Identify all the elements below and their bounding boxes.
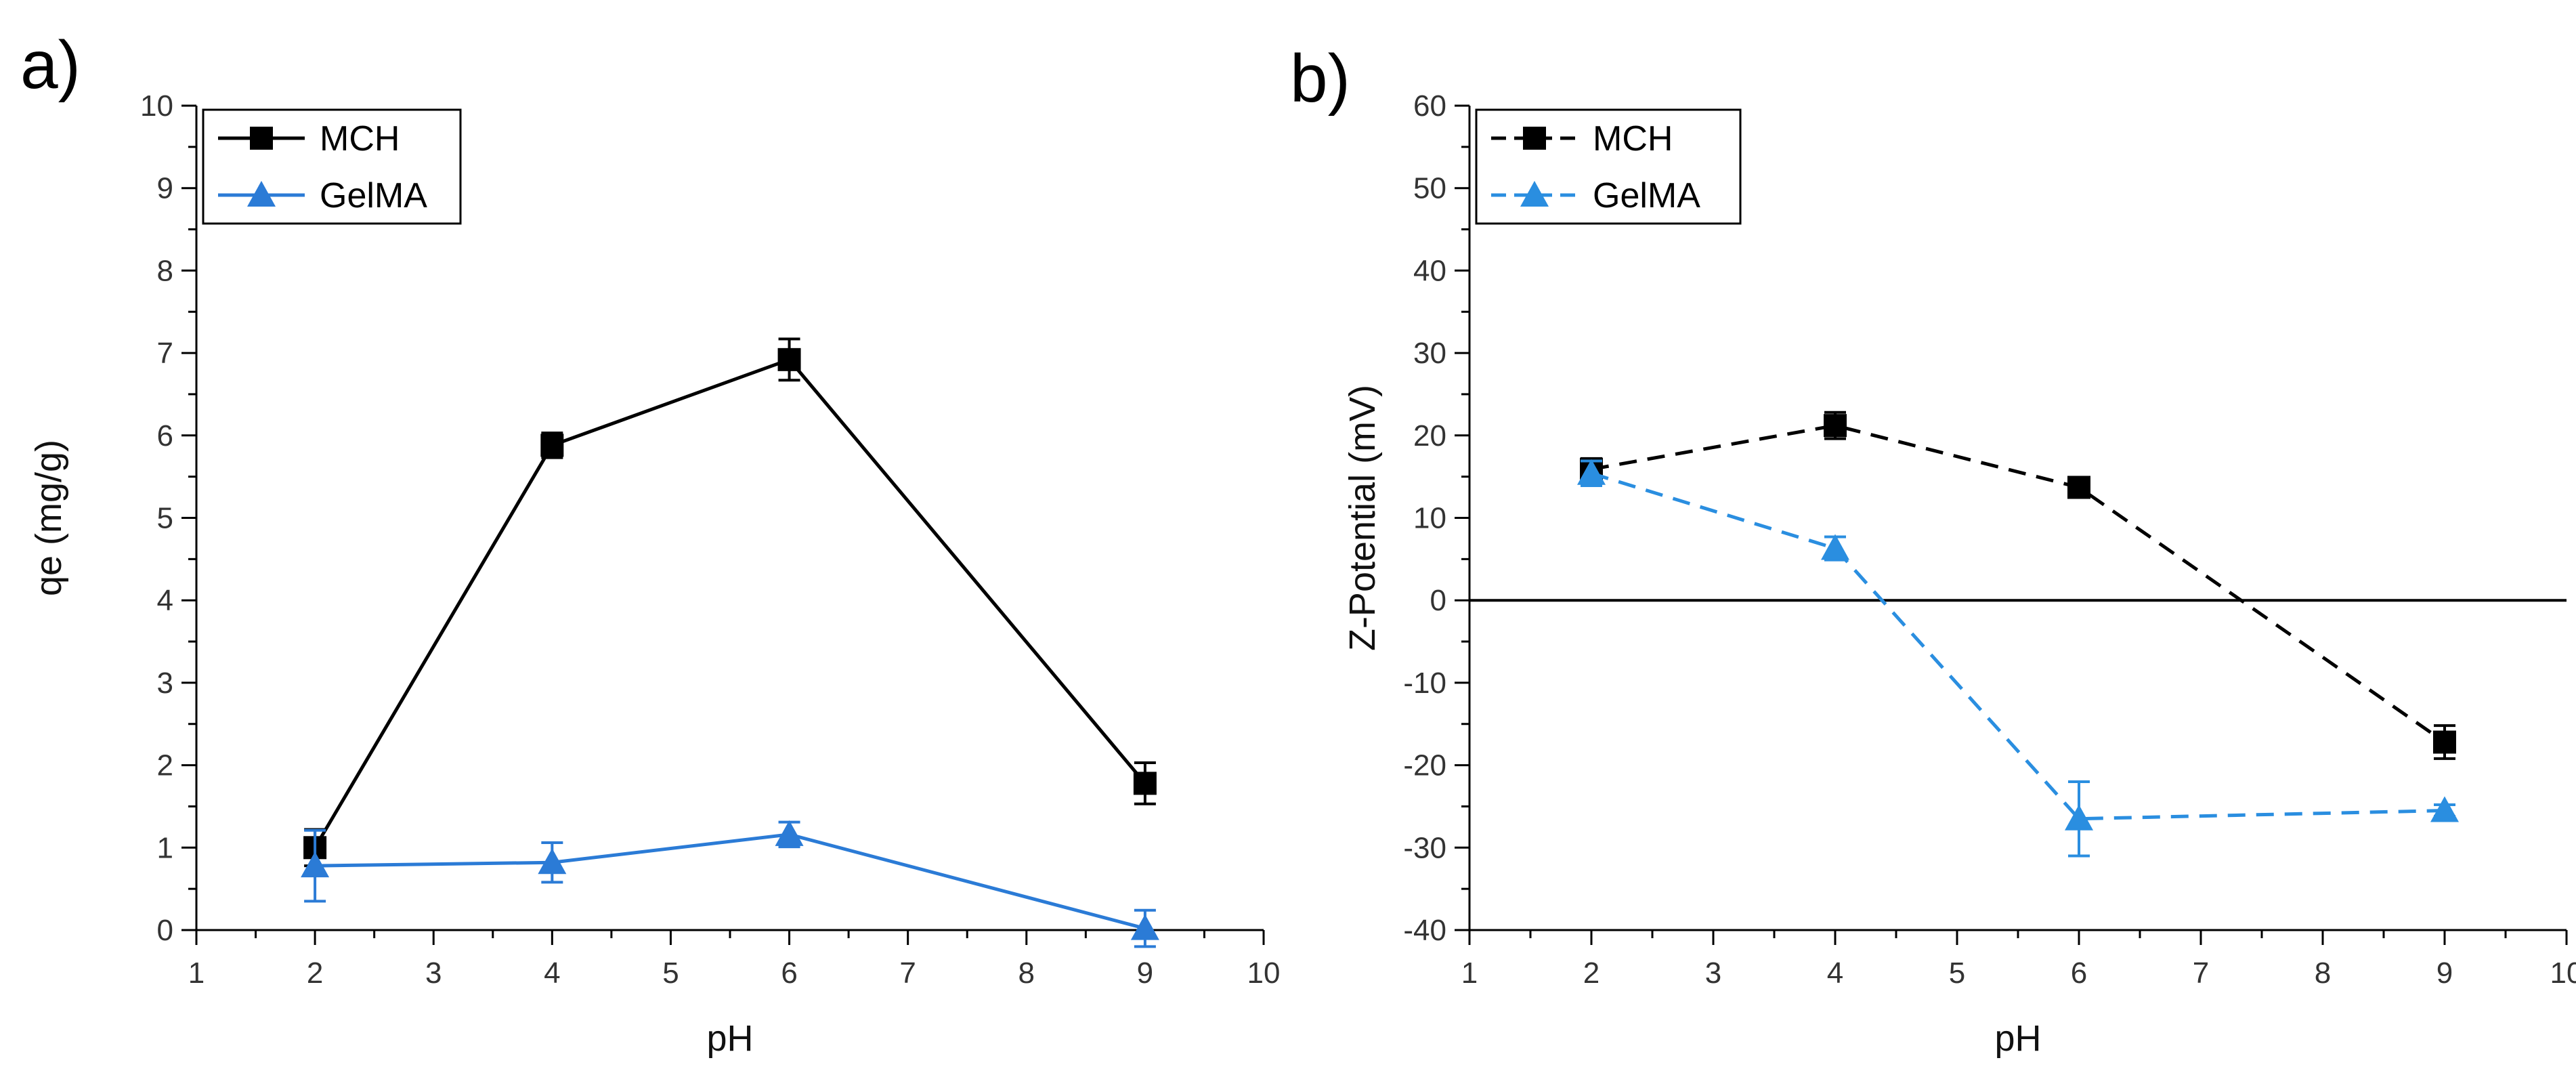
data-point (2433, 730, 2456, 754)
y-tick-label: 0 (157, 914, 173, 947)
x-tick-label: 2 (307, 956, 323, 990)
x-tick-label: 8 (1018, 956, 1035, 990)
series-line (1591, 423, 2446, 744)
x-tick-label: 9 (1137, 956, 1153, 990)
x-tick-label: 5 (1949, 956, 1965, 990)
y-axis-label: qe (mg/g) (28, 440, 69, 596)
y-tick-label: 4 (157, 584, 173, 617)
x-tick-label: 10 (2550, 956, 2576, 990)
x-tick-label: 6 (781, 956, 797, 990)
y-tick-label: 5 (157, 502, 173, 535)
legend-box (202, 108, 462, 225)
x-axis-label: pH (706, 1018, 753, 1059)
data-point (777, 348, 801, 371)
x-tick-label: 9 (2437, 956, 2453, 990)
series-line (313, 357, 1146, 849)
y-tick-label: 40 (1413, 254, 1446, 287)
y-tick-label: 50 (1413, 172, 1446, 205)
chart-panel-b: b) 1 2 3 4 5 6 7 8 9 10 -40 -30 -20 -10 0 10 20 30 40 50 60 pH… (1290, 41, 2576, 1059)
data-point (1133, 772, 1157, 795)
y-tick-label: -40 (1403, 914, 1446, 947)
y-tick-label: 8 (157, 254, 173, 287)
x-tick-label: 5 (662, 956, 679, 990)
x-tick-label: 7 (2193, 956, 2209, 990)
series-mch (303, 337, 1157, 868)
legend-marker (247, 181, 276, 207)
y-tick-label: 7 (157, 337, 173, 370)
y-tick-label: 10 (1413, 502, 1446, 535)
panel-label: b) (1290, 41, 1350, 117)
y-tick-label: -20 (1403, 749, 1446, 782)
x-tick-label: 4 (544, 956, 560, 990)
legend-label: GelMA (320, 176, 427, 215)
data-point (1577, 459, 1606, 485)
legend: MCH GelMA (1475, 108, 1742, 225)
series-gelma (301, 820, 1159, 948)
data-point (538, 848, 567, 875)
data-point (2067, 476, 2090, 499)
x-tick-label: 1 (1461, 956, 1478, 990)
legend-marker (1520, 181, 1549, 207)
legend-box (1475, 108, 1742, 225)
x-tick-label: 3 (425, 956, 442, 990)
x-tick-label: 4 (1827, 956, 1843, 990)
panel-label: a) (20, 27, 81, 103)
x-tick-label: 2 (1583, 956, 1600, 990)
data-point (775, 820, 804, 846)
x-tick-label: 6 (2071, 956, 2087, 990)
legend-label: GelMA (1593, 176, 1700, 215)
y-axis-label: Z-Potential (mV) (1342, 385, 1383, 651)
legend-marker (1523, 127, 1546, 150)
x-tick-label: 3 (1705, 956, 1721, 990)
y-tick-label: 6 (157, 419, 173, 453)
y-tick-label: 1 (157, 831, 173, 864)
series-mch (1580, 411, 2456, 760)
data-point (1821, 534, 1849, 560)
data-point (301, 851, 330, 878)
y-tick-label: 10 (140, 89, 173, 123)
y-tick-label: 3 (157, 667, 173, 700)
series-line (315, 833, 1146, 930)
x-tick-label: 10 (1247, 956, 1281, 990)
legend-label: MCH (320, 119, 400, 159)
data-point (1824, 414, 1847, 438)
y-tick-label: 9 (157, 172, 173, 205)
data-point (1130, 914, 1159, 940)
y-tick-label: 20 (1413, 419, 1446, 453)
legend-marker (250, 127, 273, 150)
series-line (1591, 471, 2445, 821)
x-tick-label: 8 (2315, 956, 2331, 990)
y-tick-label: 0 (1430, 584, 1446, 617)
series-gelma (1577, 459, 2459, 858)
y-tick-label: 30 (1413, 337, 1446, 370)
x-tick-label: 7 (899, 956, 916, 990)
legend: MCH GelMA (202, 108, 462, 225)
data-point (2065, 804, 2093, 830)
y-tick-label: 60 (1413, 89, 1446, 123)
x-tick-label: 1 (188, 956, 205, 990)
y-tick-label: -30 (1403, 831, 1446, 864)
y-tick-label: 2 (157, 749, 173, 782)
data-point (2430, 796, 2459, 822)
data-point (540, 434, 564, 457)
y-tick-label: -10 (1403, 667, 1446, 700)
legend-label: MCH (1593, 119, 1673, 159)
x-axis-label: pH (1994, 1018, 2041, 1059)
